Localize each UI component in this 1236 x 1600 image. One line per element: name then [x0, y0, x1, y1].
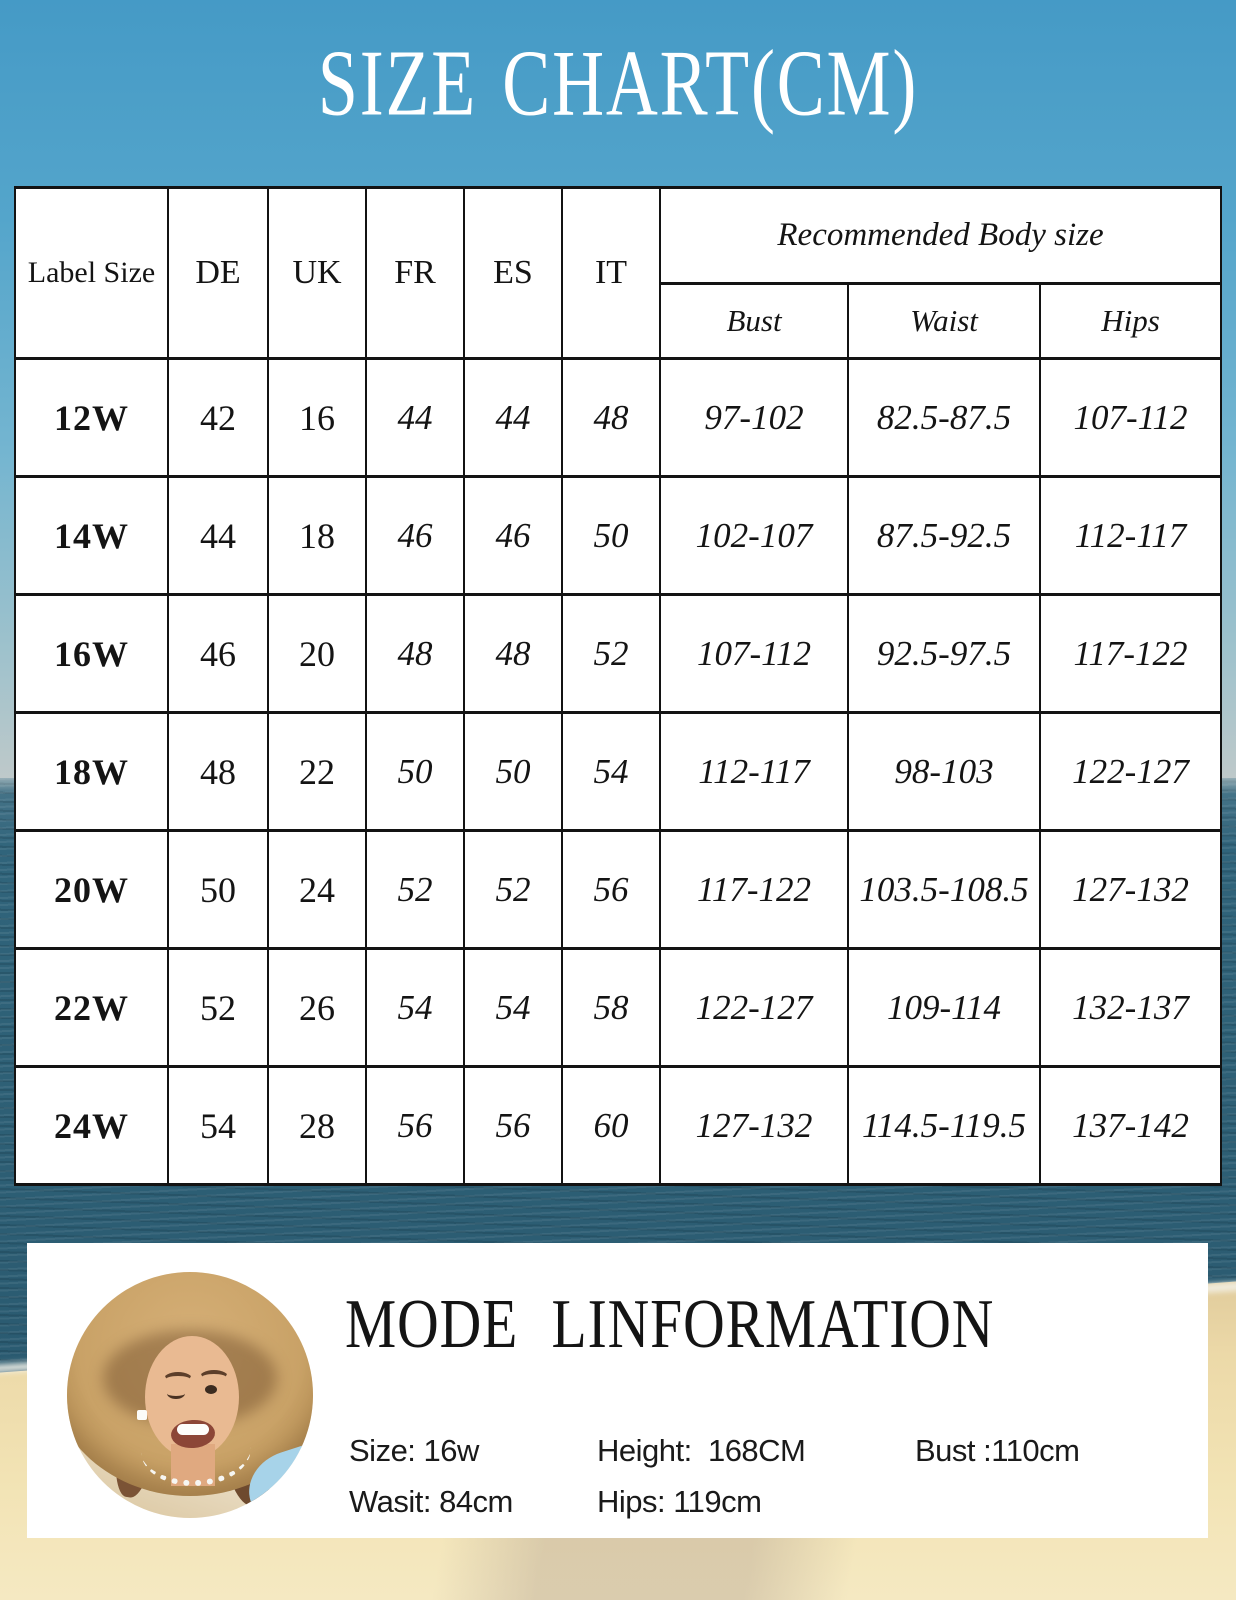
- size-label-cell: 12W: [14, 357, 169, 478]
- earring-shape: [137, 1410, 147, 1420]
- size-cell: 54: [463, 947, 563, 1068]
- col-header-de: DE: [167, 186, 269, 360]
- size-cell: 46: [167, 593, 269, 714]
- size-cell: 20: [267, 593, 367, 714]
- size-cell: 56: [561, 829, 661, 950]
- bust-range-cell: 97-102: [659, 357, 849, 478]
- table-row: 24W 54 28 56 56 60 127-132 114.5-119.5 1…: [14, 1065, 1222, 1186]
- waist-range-cell: 98-103: [847, 711, 1041, 832]
- group-header-recommended-body-size: Recommended Body size: [659, 186, 1222, 285]
- teeth-shape: [177, 1424, 209, 1435]
- bust-range-cell: 107-112: [659, 593, 849, 714]
- model-bust-text: Bust :110cm: [915, 1433, 1080, 1468]
- neck-shape: [171, 1444, 215, 1486]
- hips-range-cell: 112-117: [1039, 475, 1222, 596]
- size-cell: 56: [365, 1065, 465, 1186]
- table-row: 20W 50 24 52 52 56 117-122 103.5-108.5 1…: [14, 829, 1222, 950]
- bust-range-cell: 127-132: [659, 1065, 849, 1186]
- size-cell: 52: [167, 947, 269, 1068]
- size-label-cell: 24W: [14, 1065, 169, 1186]
- size-cell: 46: [365, 475, 465, 596]
- model-height-text: Height: 168CM: [597, 1433, 806, 1468]
- table-row: 16W 46 20 48 48 52 107-112 92.5-97.5 117…: [14, 593, 1222, 714]
- table-row: 22W 52 26 54 54 58 122-127 109-114 132-1…: [14, 947, 1222, 1068]
- hips-range-cell: 107-112: [1039, 357, 1222, 478]
- size-cell: 54: [167, 1065, 269, 1186]
- size-cell: 48: [561, 357, 661, 478]
- size-cell: 48: [365, 593, 465, 714]
- hips-range-cell: 132-137: [1039, 947, 1222, 1068]
- size-cell: 28: [267, 1065, 367, 1186]
- model-hips-text: Hips: 119cm: [597, 1484, 762, 1519]
- col-header-it: IT: [561, 186, 661, 360]
- hips-range-cell: 117-122: [1039, 593, 1222, 714]
- table-row: 12W 42 16 44 44 48 97-102 82.5-87.5 107-…: [14, 357, 1222, 478]
- size-label-cell: 18W: [14, 711, 169, 832]
- bust-range-cell: 112-117: [659, 711, 849, 832]
- size-chart-table: Label Size DE UK FR ES IT Recommended Bo…: [14, 186, 1222, 1186]
- waist-range-cell: 82.5-87.5: [847, 357, 1041, 478]
- bust-range-cell: 122-127: [659, 947, 849, 1068]
- winking-eye-shape: [167, 1388, 185, 1399]
- size-cell: 44: [463, 357, 563, 478]
- bust-range-cell: 102-107: [659, 475, 849, 596]
- size-cell: 58: [561, 947, 661, 1068]
- col-header-uk: UK: [267, 186, 367, 360]
- page-title: SIZE CHART(CM): [317, 32, 919, 136]
- size-cell: 56: [463, 1065, 563, 1186]
- size-label-cell: 20W: [14, 829, 169, 950]
- size-cell: 44: [365, 357, 465, 478]
- size-cell: 54: [365, 947, 465, 1068]
- size-cell: 52: [463, 829, 563, 950]
- model-info-list: Size: 16w Height: 168CM Bust :110cm Wasi…: [349, 1433, 1080, 1520]
- hips-range-cell: 127-132: [1039, 829, 1222, 950]
- size-cell: 24: [267, 829, 367, 950]
- waist-range-cell: 103.5-108.5: [847, 829, 1041, 950]
- table-row: 14W 44 18 46 46 50 102-107 87.5-92.5 112…: [14, 475, 1222, 596]
- size-cell: 54: [561, 711, 661, 832]
- size-cell: 42: [167, 357, 269, 478]
- size-cell: 44: [167, 475, 269, 596]
- col-header-waist: Waist: [847, 282, 1041, 360]
- waist-range-cell: 87.5-92.5: [847, 475, 1041, 596]
- model-photo: [67, 1272, 313, 1518]
- size-cell: 26: [267, 947, 367, 1068]
- col-header-label-size: Label Size: [14, 186, 169, 360]
- size-cell: 48: [167, 711, 269, 832]
- table-row: 18W 48 22 50 50 54 112-117 98-103 122-12…: [14, 711, 1222, 832]
- hips-range-cell: 122-127: [1039, 711, 1222, 832]
- size-cell: 50: [365, 711, 465, 832]
- size-cell: 18: [267, 475, 367, 596]
- open-eye-shape: [205, 1385, 217, 1394]
- eyebrow-shape: [199, 1370, 229, 1386]
- size-cell: 50: [561, 475, 661, 596]
- size-cell: 60: [561, 1065, 661, 1186]
- model-info-title: MODE LINFORMATION: [345, 1284, 995, 1363]
- size-label-cell: 22W: [14, 947, 169, 1068]
- col-header-hips: Hips: [1039, 282, 1222, 360]
- size-cell: 46: [463, 475, 563, 596]
- size-cell: 16: [267, 357, 367, 478]
- waist-range-cell: 109-114: [847, 947, 1041, 1068]
- size-cell: 52: [365, 829, 465, 950]
- size-cell: 50: [167, 829, 269, 950]
- bust-range-cell: 117-122: [659, 829, 849, 950]
- model-waist-text: Wasit: 84cm: [349, 1484, 513, 1519]
- waist-range-cell: 92.5-97.5: [847, 593, 1041, 714]
- size-cell: 50: [463, 711, 563, 832]
- hips-range-cell: 137-142: [1039, 1065, 1222, 1186]
- model-size-text: Size: 16w: [349, 1433, 479, 1468]
- col-header-es: ES: [463, 186, 563, 360]
- eyebrow-shape: [163, 1372, 193, 1388]
- waist-range-cell: 114.5-119.5: [847, 1065, 1041, 1186]
- size-label-cell: 14W: [14, 475, 169, 596]
- col-header-fr: FR: [365, 186, 465, 360]
- size-label-cell: 16W: [14, 593, 169, 714]
- size-cell: 22: [267, 711, 367, 832]
- col-header-bust: Bust: [659, 282, 849, 360]
- size-cell: 48: [463, 593, 563, 714]
- size-cell: 52: [561, 593, 661, 714]
- model-information-card: MODE LINFORMATION Size: 16w Height: 168C…: [27, 1243, 1208, 1538]
